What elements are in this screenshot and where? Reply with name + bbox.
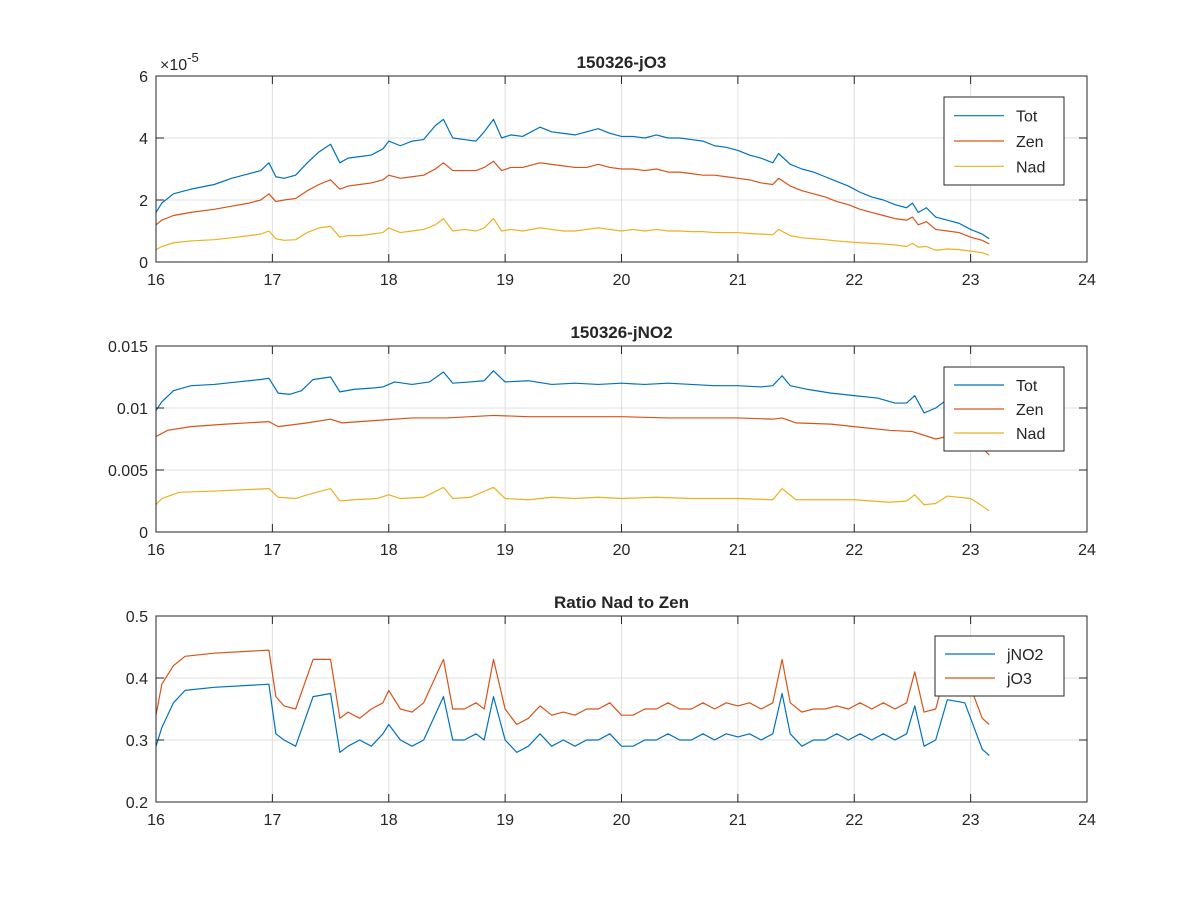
series-line-zen [155, 414, 990, 456]
chart-title: 150326-jNO2 [570, 323, 672, 342]
y-tick-label: 2 [139, 193, 148, 210]
series-line-tot [155, 370, 960, 414]
legend: Tot Zen Nad [943, 96, 1065, 186]
x-tick-label: 16 [147, 812, 165, 829]
y-tick-label: 0.2 [126, 795, 148, 812]
x-tick-label: 23 [962, 542, 980, 559]
y-exponent-base: ×10 [160, 57, 187, 74]
y-tick-label: 4 [139, 131, 148, 148]
y-tick-label: 0.005 [108, 463, 148, 480]
y-tick-label: 0.3 [126, 733, 148, 750]
x-tick-label: 17 [263, 542, 281, 559]
legend-box [934, 635, 1065, 697]
x-tick-label: 22 [845, 812, 863, 829]
y-tick-label: 0 [139, 525, 148, 542]
x-tick-label: 16 [147, 542, 165, 559]
y-tick-label: 0 [139, 255, 148, 272]
x-tick-label: 20 [613, 272, 631, 289]
x-tick-label: 20 [613, 812, 631, 829]
series-line-tot [155, 118, 990, 240]
x-tick-label: 17 [263, 812, 281, 829]
legend-label-nad: Nad [1016, 159, 1045, 176]
x-tick-label: 16 [147, 272, 165, 289]
legend-label-tot: Tot [1016, 378, 1038, 395]
x-tick-label: 19 [496, 542, 514, 559]
chart-title: 150326-jO3 [577, 53, 667, 72]
x-tick-label: 22 [845, 272, 863, 289]
legend-label-nad: Nad [1016, 426, 1045, 443]
x-tick-label: 24 [1078, 542, 1096, 559]
y-tick-label: 0.015 [108, 339, 148, 356]
series-line-zen [155, 160, 990, 245]
x-tick-label: 18 [380, 272, 398, 289]
legend-label-tot: Tot [1016, 109, 1038, 126]
legend-label-jno2: jNO2 [1006, 647, 1044, 664]
legend: jNO2 jO3 [934, 635, 1065, 697]
x-tick-label: 23 [962, 272, 980, 289]
x-tick-label: 22 [845, 542, 863, 559]
x-tick-label: 19 [496, 812, 514, 829]
chart-panel-1: 16 17 18 19 20 21 22 23 240246150326-jO3×10-5Tot… [139, 50, 1096, 289]
y-exponent-power: -5 [187, 50, 199, 65]
y-tick-label: 0.4 [126, 671, 148, 688]
x-tick-label: 19 [496, 272, 514, 289]
chart-panel-2: 16 17 18 19 20 21 22 23 24 0 0.005 0.01 0.015 150326-… [108, 323, 1096, 559]
series-line-nad [155, 218, 990, 256]
y-tick-label: 0.01 [117, 401, 148, 418]
x-tick-label: 18 [380, 542, 398, 559]
series-line-jo3 [155, 649, 990, 726]
legend-label-jo3: jO3 [1006, 671, 1032, 688]
x-tick-label: 21 [729, 272, 747, 289]
x-tick-label: 24 [1078, 272, 1096, 289]
x-tick-label: 20 [613, 542, 631, 559]
x-tick-label: 21 [729, 542, 747, 559]
y-tick-label: 0.5 [126, 609, 148, 626]
series-line-jno2 [155, 683, 990, 756]
x-tick-label: 18 [380, 812, 398, 829]
y-tick-label: 6 [139, 69, 148, 86]
x-tick-label: 17 [263, 272, 281, 289]
x-tick-label: 24 [1078, 812, 1096, 829]
y-exponent-label: ×10-5 [160, 50, 199, 74]
series-line-nad [155, 486, 990, 512]
x-tick-label: 21 [729, 812, 747, 829]
legend-label-zen: Zen [1016, 402, 1044, 419]
x-tick-label: 23 [962, 812, 980, 829]
chart-title: Ratio Nad to Zen [554, 593, 689, 612]
legend: Tot Zen Nad [943, 366, 1065, 452]
legend-label-zen: Zen [1016, 134, 1044, 151]
chart-panel-3: 16 17 18 19 20 21 22 23 24 0.2 0.3 0.4 0.5 Ratio Nad … [126, 593, 1096, 829]
